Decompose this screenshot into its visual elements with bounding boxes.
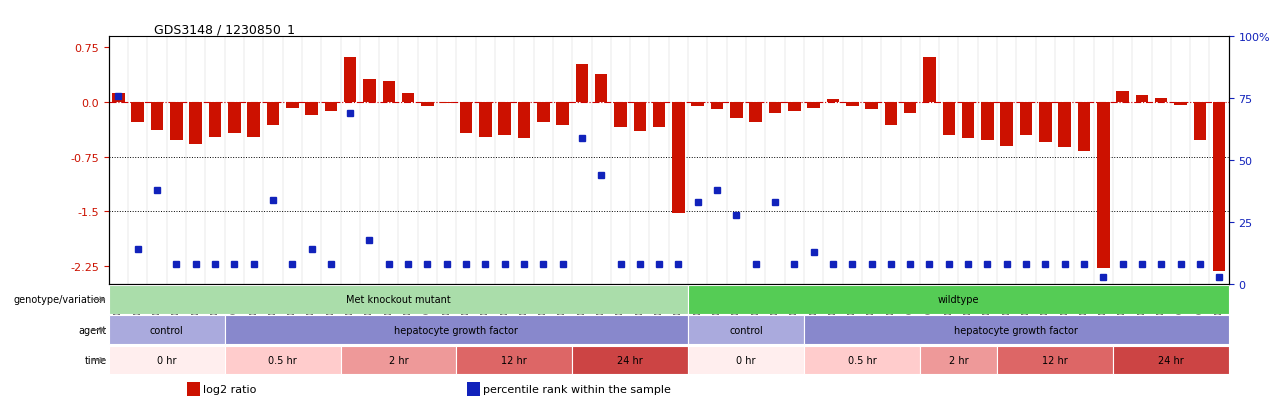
Bar [479, 103, 492, 138]
Text: 12 hr: 12 hr [502, 355, 527, 365]
Text: control: control [150, 325, 183, 335]
Text: percentile rank within the sample: percentile rank within the sample [483, 384, 671, 394]
Bar [1135, 95, 1148, 103]
Bar [132, 103, 145, 123]
Bar [225, 316, 689, 344]
Text: genotype/variation: genotype/variation [14, 294, 106, 305]
Text: control: control [730, 325, 763, 335]
Text: 12 hr: 12 hr [1042, 355, 1068, 365]
Bar [170, 103, 183, 140]
Text: agent: agent [78, 325, 106, 335]
Bar [1078, 103, 1091, 152]
Bar [920, 346, 997, 374]
Text: wildtype: wildtype [938, 294, 979, 305]
Bar [440, 103, 453, 104]
Bar [730, 103, 742, 119]
Bar [576, 65, 589, 103]
Bar [266, 103, 279, 126]
Bar [285, 103, 298, 109]
Bar [672, 103, 685, 213]
Text: 24 hr: 24 hr [617, 355, 643, 365]
Bar [1097, 103, 1110, 268]
Text: 0 hr: 0 hr [736, 355, 755, 365]
Bar [421, 103, 434, 106]
Bar [467, 382, 480, 396]
Bar [997, 346, 1112, 374]
Text: 0.5 hr: 0.5 hr [269, 355, 297, 365]
Bar [691, 103, 704, 107]
Bar [383, 82, 396, 103]
Bar [1039, 103, 1052, 142]
Bar [306, 103, 317, 116]
Bar [769, 103, 781, 114]
Text: 24 hr: 24 hr [1158, 355, 1184, 365]
Bar [460, 103, 472, 133]
Bar [1116, 92, 1129, 103]
Bar [109, 285, 689, 314]
Bar [634, 103, 646, 132]
Bar [1020, 103, 1032, 135]
Text: time: time [84, 355, 106, 365]
Text: 0.5 hr: 0.5 hr [847, 355, 877, 365]
Bar [402, 94, 415, 103]
Text: 2 hr: 2 hr [389, 355, 408, 365]
Bar [689, 346, 804, 374]
Bar [865, 103, 878, 110]
Bar [557, 103, 568, 126]
Bar [653, 103, 666, 128]
Text: GDS3148 / 1230850_1: GDS3148 / 1230850_1 [154, 23, 294, 36]
Text: Met knockout mutant: Met knockout mutant [346, 294, 451, 305]
Bar [1059, 103, 1071, 148]
Text: hepatocyte growth factor: hepatocyte growth factor [955, 325, 1078, 335]
Bar [808, 103, 820, 109]
Bar [904, 103, 916, 114]
Bar [884, 103, 897, 126]
Bar [1174, 103, 1187, 106]
Text: 0 hr: 0 hr [157, 355, 177, 365]
Bar [498, 103, 511, 135]
Bar [109, 346, 225, 374]
Bar [228, 103, 241, 133]
Bar [1193, 103, 1206, 140]
Bar [572, 346, 689, 374]
Bar [247, 103, 260, 138]
Bar [1155, 98, 1167, 103]
Bar [209, 103, 221, 138]
Bar [113, 94, 124, 103]
Bar [804, 346, 920, 374]
Bar [1213, 103, 1225, 271]
Text: hepatocyte growth factor: hepatocyte growth factor [394, 325, 518, 335]
Bar [1112, 346, 1229, 374]
Bar [189, 103, 202, 145]
Bar [788, 103, 800, 112]
Bar [942, 103, 955, 135]
Bar [804, 316, 1229, 344]
Bar [827, 100, 840, 103]
Bar [1001, 103, 1012, 146]
Bar [344, 57, 356, 103]
Bar [364, 79, 376, 103]
Bar [749, 103, 762, 123]
Bar [689, 316, 804, 344]
Bar [225, 346, 340, 374]
Bar [982, 103, 993, 140]
Bar [517, 103, 530, 139]
Bar [961, 103, 974, 139]
Bar [325, 103, 337, 112]
Bar [340, 346, 457, 374]
Bar [187, 382, 200, 396]
Bar [538, 103, 549, 123]
Bar [109, 316, 225, 344]
Bar [689, 285, 1229, 314]
Bar [457, 346, 572, 374]
Bar [710, 103, 723, 110]
Text: log2 ratio: log2 ratio [204, 384, 256, 394]
Bar [151, 103, 164, 130]
Bar [595, 75, 608, 103]
Bar [923, 57, 936, 103]
Bar [846, 103, 859, 107]
Text: 2 hr: 2 hr [948, 355, 968, 365]
Bar [614, 103, 627, 128]
